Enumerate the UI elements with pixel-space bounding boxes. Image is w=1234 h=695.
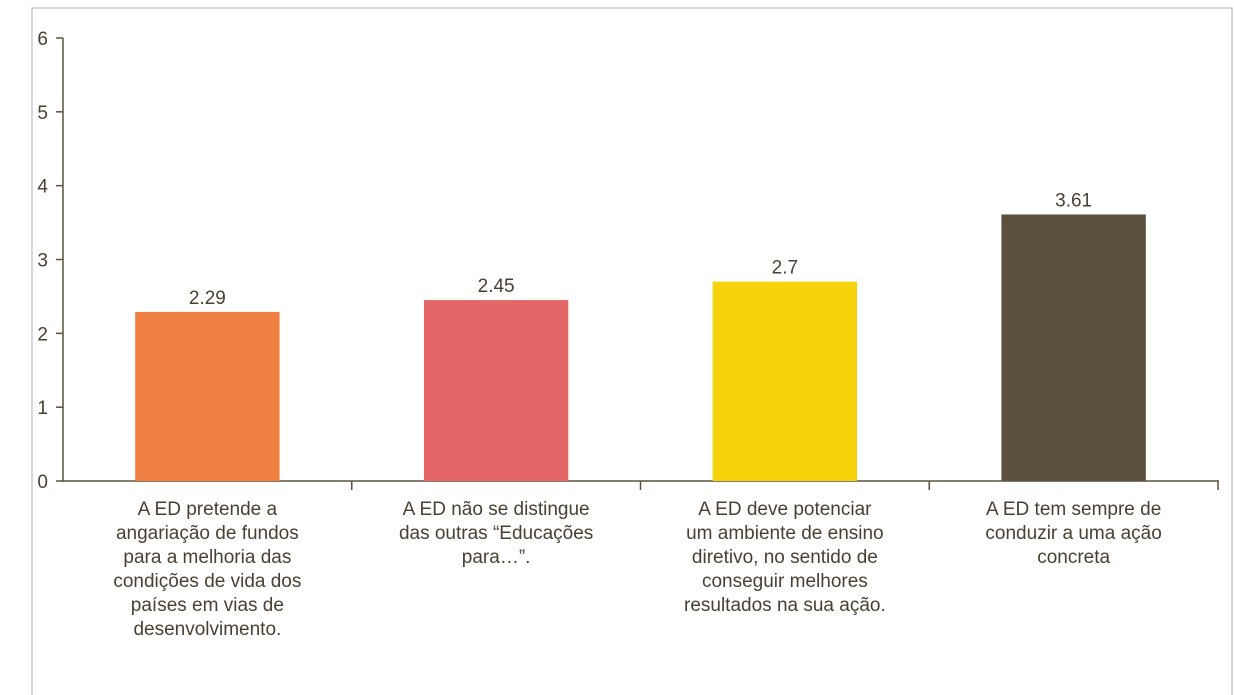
- x-tick-label: das outras “Educações: [399, 523, 593, 544]
- y-tick-label: 5: [37, 103, 48, 124]
- value-label: 2.45: [478, 276, 515, 297]
- x-tick-label: diretivo, no sentido de: [692, 547, 878, 568]
- x-tick-label: países em vias de: [131, 595, 284, 616]
- x-tick-label: A ED pretende a: [138, 499, 278, 520]
- y-tick-label: 1: [37, 398, 48, 419]
- x-tick-label: um ambiente de ensino: [686, 523, 884, 544]
- x-tick-label: conduzir a uma ação: [985, 523, 1161, 544]
- bar: [135, 311, 280, 481]
- y-tick-label: 2: [37, 324, 48, 345]
- frame: [31, 7, 1233, 695]
- bar: [712, 281, 858, 481]
- y-tick-label: 4: [37, 177, 48, 198]
- value-label: 2.7: [772, 258, 798, 279]
- x-tick-label: condições de vida dos: [113, 571, 301, 592]
- value-label: 2.29: [189, 288, 226, 309]
- x-tick-label: angariação de fundos: [116, 523, 299, 544]
- x-tick-label: para a melhoria das: [123, 547, 291, 568]
- bar: [423, 300, 569, 481]
- x-tick-label: A ED não se distingue: [403, 499, 590, 520]
- x-tick-label: A ED deve potenciar: [698, 499, 872, 520]
- x-tick-label: A ED tem sempre de: [986, 499, 1161, 520]
- x-tick-label: para…”.: [462, 547, 531, 568]
- y-tick-label: 6: [37, 29, 48, 50]
- x-tick-label: concreta: [1037, 547, 1110, 568]
- x-tick-label: desenvolvimento.: [133, 619, 281, 640]
- value-label: 3.61: [1055, 190, 1092, 211]
- y-tick-label: 3: [37, 251, 48, 272]
- y-tick-label: 0: [37, 472, 48, 493]
- bar: [1001, 214, 1146, 481]
- x-tick-label: resultados na sua ação.: [684, 595, 886, 616]
- x-tick-label: conseguir melhores: [702, 571, 868, 592]
